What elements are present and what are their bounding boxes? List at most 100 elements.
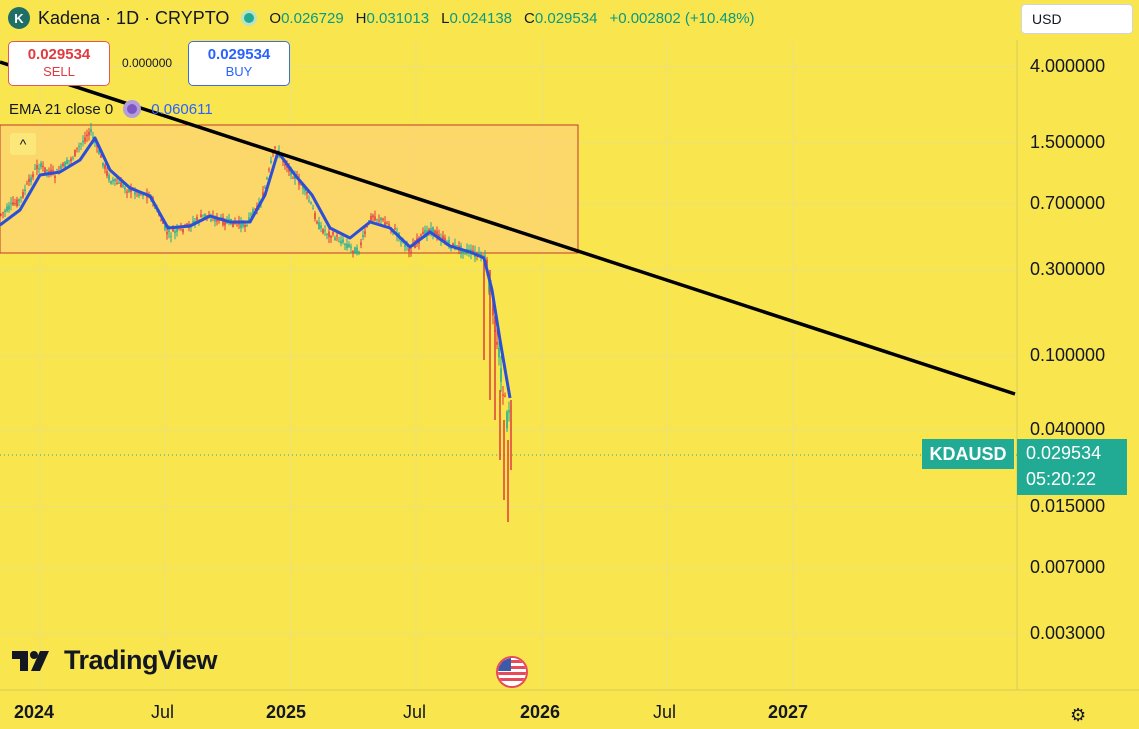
candle-body: [284, 164, 286, 166]
candle-body: [182, 229, 184, 233]
candle-body: [342, 239, 344, 243]
candle-body: [472, 250, 474, 253]
candle-body: [316, 221, 318, 224]
trend-line[interactable]: [0, 60, 1016, 396]
candle-body: [428, 229, 430, 232]
candle-body: [44, 167, 46, 173]
candle-body: [488, 277, 490, 293]
candle-body: [326, 233, 328, 235]
tradingview-logo[interactable]: TradingView: [12, 645, 218, 676]
buy-price: 0.029534: [207, 46, 271, 63]
candle-body: [380, 217, 382, 221]
candle-body: [414, 244, 416, 248]
time-axis-label: 2027: [768, 702, 809, 722]
candle-body: [424, 229, 426, 237]
price-change: +0.002802 (+10.48%): [609, 9, 755, 27]
tradingview-wordmark: TradingView: [64, 645, 218, 675]
candle-body: [356, 247, 358, 254]
ema-legend[interactable]: EMA 21 close 0 0.060611: [9, 100, 213, 118]
candle-body: [18, 199, 20, 202]
candle-body: [508, 410, 510, 413]
candle-body: [170, 235, 172, 237]
candle-body: [76, 147, 78, 149]
candle-body: [16, 199, 18, 207]
candle-body: [30, 177, 32, 183]
candle-body: [168, 230, 170, 232]
candle-body: [394, 228, 396, 230]
candle-body: [102, 162, 104, 167]
candle-body: [248, 217, 250, 221]
candle-body: [270, 160, 272, 163]
candle-body: [22, 192, 24, 198]
candle-body: [194, 220, 196, 223]
candle-body: [124, 187, 126, 190]
buy-button[interactable]: 0.029534 BUY: [188, 41, 290, 86]
candle-body: [214, 217, 216, 222]
range-box[interactable]: [0, 124, 579, 254]
candle-body: [306, 192, 308, 194]
candle-body: [228, 218, 230, 220]
candle-body: [334, 237, 336, 240]
symbol-title[interactable]: Kadena · 1D · CRYPTO: [38, 7, 230, 28]
candle-body: [112, 179, 114, 182]
candle-body: [422, 231, 424, 235]
candle-body: [62, 163, 64, 166]
candle-body: [120, 182, 122, 188]
candle-body: [92, 136, 94, 139]
chevron-up-icon: ^: [19, 136, 27, 152]
candle-body: [60, 165, 62, 169]
time-axis-label: 2024: [14, 702, 55, 722]
candle-body: [0, 214, 2, 216]
candle-body: [26, 183, 28, 185]
market-status-icon[interactable]: [241, 10, 258, 26]
candle-body: [138, 193, 140, 196]
tradingview-logo-icon: [12, 650, 49, 671]
candle-body: [232, 221, 234, 228]
candle-body: [464, 252, 466, 254]
currency-select[interactable]: USD: [1021, 4, 1133, 34]
ema-visibility-icon[interactable]: [123, 100, 142, 118]
ohlc-open: O0.026729: [269, 9, 344, 27]
ema-label: EMA 21 close 0: [9, 100, 114, 118]
candle-body: [264, 187, 266, 189]
candle-body: [420, 234, 422, 236]
candle-body: [436, 231, 438, 237]
time-axis-label: Jul: [151, 702, 175, 722]
candle-body: [166, 232, 168, 235]
spread-value: 0.000000: [122, 56, 173, 70]
candle-body: [360, 242, 362, 246]
candle-body: [80, 143, 82, 145]
candle-body: [12, 202, 14, 205]
candle-body: [186, 223, 188, 226]
sell-button[interactable]: 0.029534 SELL: [8, 41, 110, 86]
candle-body: [302, 184, 304, 190]
candle-body: [106, 170, 108, 176]
candle-body: [20, 196, 22, 198]
candle-body: [40, 162, 42, 168]
candle-body: [442, 235, 444, 241]
candle-body: [384, 222, 386, 226]
candle-body: [444, 237, 446, 242]
candle-body: [400, 241, 402, 243]
candle-body: [500, 368, 502, 382]
us-flag-event-icon[interactable]: [496, 656, 528, 688]
candle-body: [126, 191, 128, 193]
candle-body: [160, 220, 162, 222]
candle-body: [70, 158, 72, 161]
candle-body: [328, 231, 330, 237]
candle-body: [496, 342, 498, 345]
candle-body: [318, 222, 320, 230]
candle-body: [452, 243, 454, 247]
candle-body: [174, 231, 176, 234]
settings-gear-icon[interactable]: ⚙: [1070, 705, 1087, 725]
time-axis-label: Jul: [403, 702, 427, 722]
price-axis-label: 0.040000: [1030, 419, 1106, 439]
candle-body: [210, 219, 212, 221]
candle-body: [382, 218, 384, 220]
collapse-legend-button[interactable]: ^: [10, 133, 36, 155]
candle-body: [240, 222, 242, 228]
candle-body: [408, 248, 410, 252]
candle-body: [286, 166, 288, 168]
